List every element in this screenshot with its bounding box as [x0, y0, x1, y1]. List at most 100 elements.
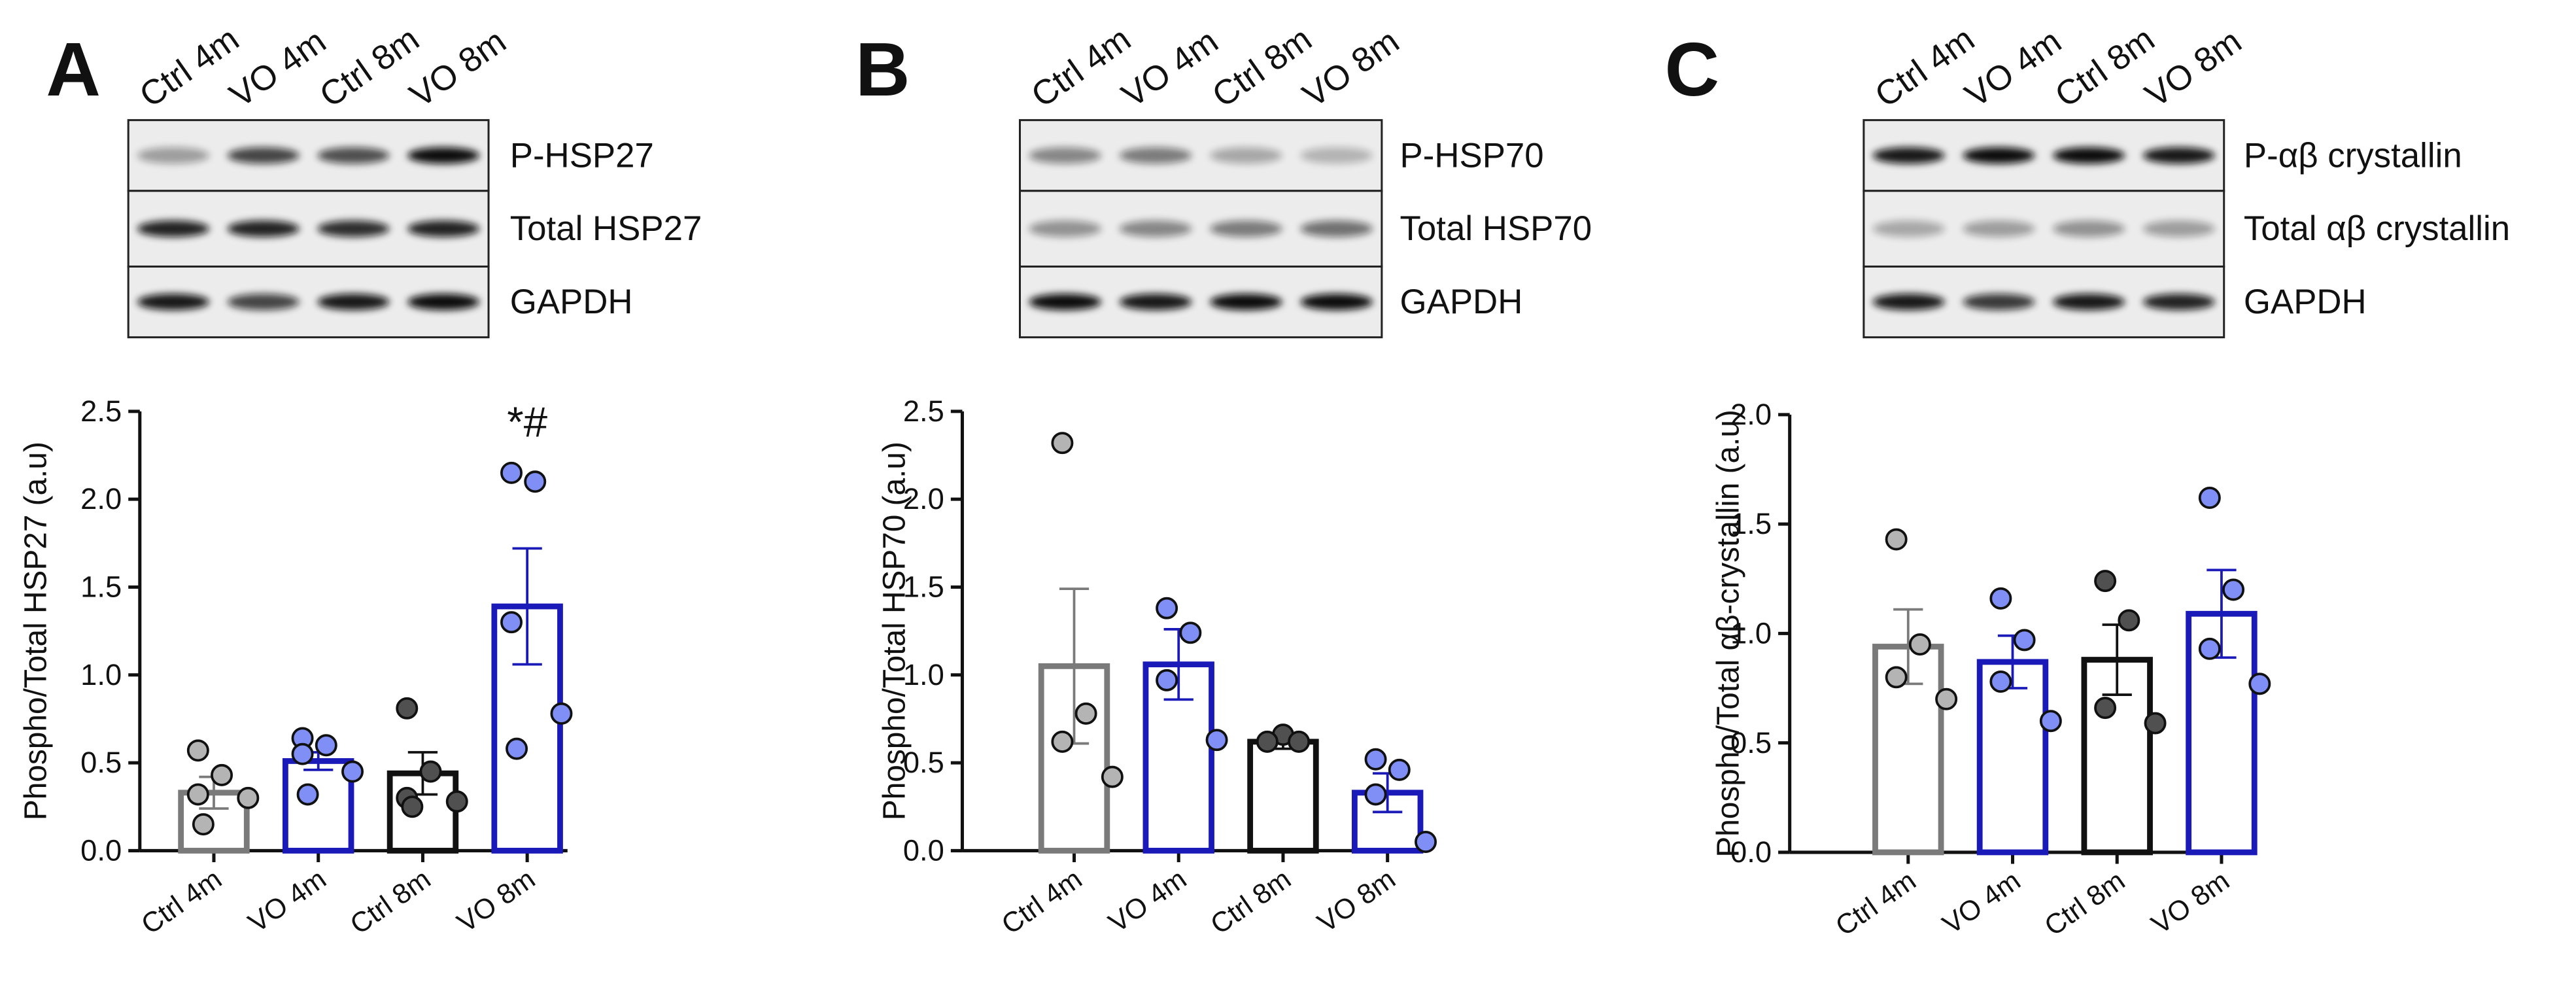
lane-label: VO 4m	[1115, 22, 1225, 115]
blot-row-label: GAPDH	[2244, 283, 2367, 321]
lane-label: VO 4m	[223, 22, 333, 115]
data-point	[1051, 730, 1074, 753]
blot-band	[1963, 293, 2035, 311]
data-point	[1935, 688, 1958, 710]
blot-band	[1872, 220, 1945, 237]
y-tick-label: 0.5	[80, 746, 122, 779]
blot-band	[1300, 147, 1373, 164]
blot-row-label: Total HSP27	[510, 209, 702, 248]
y-axis-label: Phospho/Total αβ-crystallin (a.u)	[1711, 409, 1746, 858]
blot-band	[2142, 293, 2215, 311]
data-point	[1101, 765, 1124, 788]
data-point	[1156, 597, 1178, 619]
data-point	[524, 470, 547, 493]
lane-label: VO 8m	[2138, 22, 2248, 115]
blot-row-label: Total HSP70	[1400, 209, 1592, 248]
y-axis-label: Phospho/Total HSP27 (a.u)	[18, 442, 53, 820]
blot-band	[227, 293, 300, 311]
x-tick-label: VO 4m	[243, 863, 332, 939]
x-tick-label: VO 8m	[451, 863, 541, 939]
blot-band	[1210, 147, 1282, 164]
data-point	[2144, 712, 2167, 735]
blot-band	[1963, 147, 2035, 164]
data-point	[296, 783, 319, 806]
data-point	[1885, 528, 1908, 551]
blot-band	[1119, 293, 1192, 311]
blot-row-label: GAPDH	[1400, 283, 1523, 321]
blot-band	[137, 293, 210, 311]
y-tick-label: 0.0	[903, 834, 944, 867]
data-point	[1156, 669, 1178, 691]
lane-label: Ctrl 4m	[1025, 20, 1138, 115]
bar	[283, 758, 354, 854]
data-point	[1256, 730, 1279, 753]
y-tick-label: 0.0	[1730, 835, 1772, 869]
blot-band	[317, 220, 390, 237]
data-point	[1051, 432, 1074, 455]
blot-band	[1119, 147, 1192, 164]
y-tick-label: 2.0	[1730, 398, 1772, 431]
blot-band	[2142, 147, 2215, 164]
blot-band	[317, 293, 390, 311]
data-point	[445, 790, 468, 813]
blot-band	[1029, 293, 1102, 311]
data-point	[1364, 783, 1387, 806]
data-point	[2118, 609, 2140, 632]
bar	[1247, 739, 1319, 854]
data-point	[1415, 831, 1437, 853]
lane-label: Ctrl 4m	[1868, 20, 1982, 115]
blot-band	[1300, 293, 1373, 311]
data-point	[341, 760, 364, 783]
y-tick-label: 0.5	[903, 746, 944, 779]
x-tick-label: Ctrl 4m	[135, 863, 227, 941]
data-point	[2248, 672, 2271, 695]
blot-band	[137, 147, 210, 164]
y-tick-label: 1.5	[80, 570, 122, 604]
data-point	[419, 760, 442, 783]
lane-label: VO 4m	[1958, 22, 2068, 115]
y-tick-label: 1.0	[1730, 616, 1772, 650]
data-point	[2198, 637, 2221, 660]
data-point	[401, 795, 424, 818]
lane-label: Ctrl 8m	[2048, 20, 2161, 115]
data-point	[396, 697, 419, 720]
blot-band	[137, 220, 210, 237]
data-point	[2094, 570, 2117, 593]
data-point	[1989, 587, 2012, 610]
y-tick-label: 2.5	[903, 394, 944, 428]
data-point	[1885, 666, 1908, 689]
x-tick-label: VO 4m	[1103, 863, 1193, 939]
blot-band	[407, 220, 480, 237]
blot-band	[1029, 220, 1102, 237]
data-point	[1179, 621, 1202, 644]
blot-row-label: GAPDH	[510, 283, 633, 321]
data-point	[2039, 710, 2062, 733]
blot-band	[1210, 293, 1282, 311]
y-tick-label: 2.0	[80, 482, 122, 515]
significance: *#	[507, 398, 547, 446]
blot-band	[1963, 220, 2035, 237]
data-point	[186, 783, 209, 806]
data-point	[315, 734, 337, 757]
blot-row-label: Total αβ crystallin	[2244, 209, 2510, 248]
y-tick-label: 2.0	[903, 482, 944, 515]
y-tick-label: 0.0	[80, 834, 122, 867]
lane-label: VO 8m	[1296, 22, 1406, 115]
x-tick-label: Ctrl 8m	[2039, 865, 2131, 942]
data-point	[186, 739, 209, 762]
blot-band	[317, 147, 390, 164]
data-point	[2198, 487, 2221, 509]
data-point	[1205, 729, 1228, 752]
blot-band	[407, 293, 480, 311]
y-tick-label: 1.0	[80, 658, 122, 691]
blot-band	[2053, 293, 2125, 311]
data-point	[2013, 629, 2036, 652]
blot-band	[227, 147, 300, 164]
blot-band	[407, 147, 480, 164]
blot-band	[1029, 147, 1102, 164]
data-point	[506, 737, 528, 760]
x-tick-label: VO 4m	[1937, 865, 2027, 941]
data-point	[1989, 671, 2012, 693]
data-point	[2222, 578, 2245, 601]
